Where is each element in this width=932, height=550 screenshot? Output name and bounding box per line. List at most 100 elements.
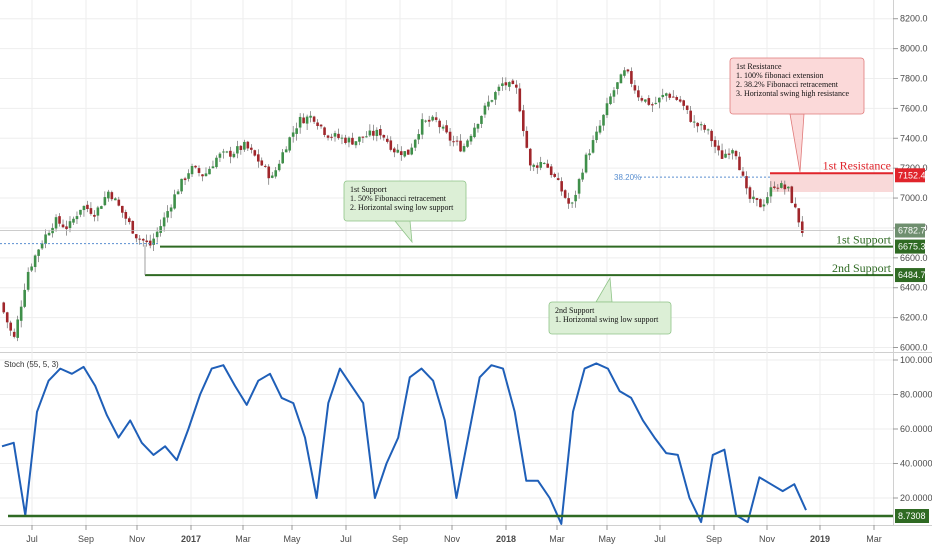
candle-body	[616, 82, 619, 89]
x-tick-label: Nov	[444, 534, 461, 544]
x-tick-label: Mar	[866, 534, 882, 544]
candle-body	[602, 114, 605, 126]
candle-body	[44, 234, 47, 244]
candle-body	[365, 136, 368, 138]
candle-body	[759, 199, 762, 208]
support-1-price-tag-bg	[895, 239, 925, 254]
candle-body	[528, 148, 532, 166]
x-tick-label: Sep	[392, 534, 408, 544]
x-tick-label: May	[598, 534, 616, 544]
candle-body	[2, 302, 6, 313]
y-tick-label: 7000.0	[900, 193, 928, 203]
support-2-label: 2nd Support	[832, 261, 892, 275]
y-tick-label: 6200.0	[900, 313, 928, 323]
candle-body	[427, 119, 431, 122]
candle-body	[211, 166, 215, 169]
candle-body	[229, 150, 232, 157]
stoch-tick-label: 100.0000	[900, 355, 932, 365]
callout-pointer	[595, 276, 613, 303]
candle-series	[2, 67, 804, 342]
candle-body	[752, 196, 755, 200]
candle-body	[68, 221, 72, 228]
x-tick-label: 2019	[810, 534, 830, 544]
candle-body	[619, 74, 623, 84]
candle-body	[141, 238, 145, 241]
candle-body	[790, 186, 794, 203]
current-price-tag-bg	[895, 223, 925, 238]
candle-body	[664, 93, 668, 96]
candle-body	[696, 122, 699, 127]
candle-body	[689, 110, 692, 122]
candle-body	[682, 100, 685, 106]
candle-body	[152, 238, 155, 245]
x-tick-label: Sep	[706, 534, 722, 544]
callout-text-line: 2nd Support	[555, 306, 595, 315]
candle-body	[734, 150, 738, 157]
candle-body	[267, 166, 271, 179]
candle-body	[270, 175, 274, 178]
candle-body	[448, 131, 452, 141]
candle-body	[766, 197, 769, 204]
candle-body	[260, 160, 264, 166]
candle-body	[326, 135, 330, 138]
stoch-tick-label: 60.0000	[900, 424, 932, 434]
callout-text-line: 1. Horizontal swing low support	[555, 315, 659, 324]
stoch-tick-label: 20.0000	[900, 493, 932, 503]
y-tick-label: 7800.0	[900, 74, 928, 84]
candle-body	[375, 129, 379, 136]
candle-body	[274, 170, 278, 177]
candle-body	[783, 184, 787, 190]
x-tick-label: Mar	[235, 534, 251, 544]
candle-body	[480, 115, 483, 124]
price-panel: 38.20% 1st Resistance 1st Support 2nd Suppo…	[0, 67, 893, 342]
candle-body	[26, 271, 30, 290]
candle-body	[685, 105, 689, 110]
candle-body	[30, 266, 33, 271]
candle-body	[644, 99, 647, 102]
candle-body	[755, 198, 759, 200]
candle-body	[605, 103, 609, 116]
candle-body	[504, 82, 508, 86]
candle-body	[720, 150, 724, 159]
candle-body	[309, 115, 312, 118]
y-tick-label: 6400.0	[900, 283, 928, 293]
candle-body	[312, 116, 316, 122]
support-1-price-tag: 6675.3	[895, 239, 926, 254]
candle-body	[793, 203, 797, 208]
callout-text-line: 1. 50% Fibonacci retracement	[350, 194, 447, 203]
support-1-label: 1st Support	[836, 233, 892, 247]
callout-text-line: 2. 38.2% Fibonacci retracement	[736, 80, 839, 89]
candle-body	[647, 98, 651, 105]
candle-body	[549, 166, 553, 176]
y-tick-label: 6600.0	[900, 253, 928, 263]
y-tick-label: 8200.0	[900, 14, 928, 24]
candle-body	[368, 130, 372, 136]
candle-body	[218, 153, 222, 158]
support-1-price-tag-text: 6675.3	[898, 242, 926, 252]
candle-body	[623, 70, 626, 76]
stoch-series-line	[1, 362, 807, 525]
candle-body	[612, 90, 616, 97]
candle-body	[239, 145, 243, 150]
candle-body	[333, 133, 337, 137]
candle-body	[780, 183, 783, 188]
candle-body	[288, 137, 291, 151]
support-2-price-tag-bg	[895, 268, 925, 283]
candle-body	[431, 116, 434, 121]
candle-body	[9, 322, 13, 331]
candle-body	[162, 217, 166, 227]
candle-body	[330, 136, 333, 138]
candle-body	[386, 138, 389, 142]
candle-body	[93, 214, 96, 217]
candle-body	[215, 157, 218, 168]
candle-body	[724, 153, 727, 158]
candle-body	[657, 97, 661, 103]
candle-body	[103, 197, 107, 206]
candle-body	[403, 151, 407, 157]
candle-body	[497, 86, 501, 91]
candle-body	[337, 133, 340, 139]
resistance-price-tag: 7152.4	[895, 168, 926, 183]
